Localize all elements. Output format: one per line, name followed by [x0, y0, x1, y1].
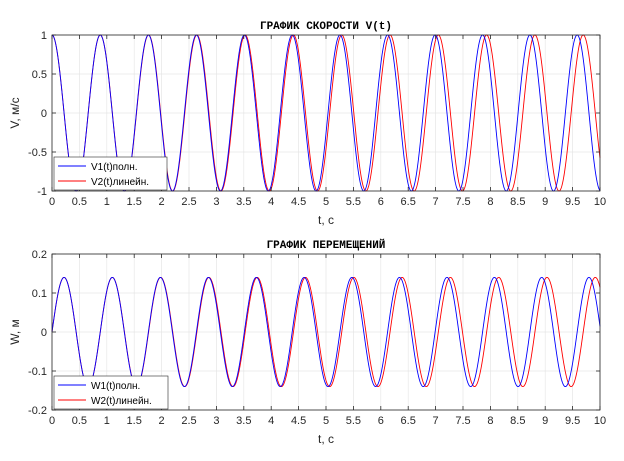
- displacement-y-axis-label: W, м: [8, 319, 22, 345]
- velocity-x-tick-label: 7: [433, 196, 439, 208]
- displacement-x-tick-label: 5.5: [346, 415, 361, 427]
- displacement-x-tick-label: 10: [594, 415, 606, 427]
- displacement-chart-title: ГРАФИК ПЕРЕМЕЩЕНИЙ: [267, 238, 386, 252]
- velocity-legend-label-2: V2(t)линейн.: [91, 177, 149, 188]
- velocity-x-tick-label: 7.5: [455, 196, 470, 208]
- velocity-y-axis-label: V, м/с: [8, 97, 22, 128]
- velocity-ticks: 0 0.5 1 1.5 2 2.5 3 3.5 4 4.5 5 5.5 6 6.5 7 7.5 8 8.5 9 9.5…: [28, 30, 606, 208]
- velocity-x-tick-label: 3: [213, 196, 219, 208]
- velocity-legend: V1(t)полн. V2(t)линейн.: [53, 156, 168, 191]
- velocity-x-tick-label: 4.5: [291, 196, 306, 208]
- velocity-x-tick-label: 3.5: [236, 196, 251, 208]
- velocity-chart-title: ГРАФИК СКОРОСТИ V(t): [260, 21, 392, 33]
- displacement-y-tick-label: 0: [41, 327, 47, 339]
- displacement-ticks: 0 0.5 1 1.5 2 2.5 3 3.5 4 4.5 5 5.5 6 6.5 7 7.5 8 8.5 9 9.5…: [28, 249, 606, 427]
- velocity-y-tick-label: 1: [41, 30, 47, 42]
- velocity-series-line-1: [51, 34, 601, 192]
- displacement-series-line-1: [51, 276, 601, 388]
- displacement-x-tick-label: 6.5: [401, 415, 416, 427]
- displacement-x-tick-label: 3.5: [236, 415, 251, 427]
- displacement-legend-box: [53, 375, 169, 410]
- displacement-x-tick-label: 0.5: [72, 415, 87, 427]
- displacement-x-tick-label: 9.5: [565, 415, 580, 427]
- velocity-subplot: 0 0.5 1 1.5 2 2.5 3 3.5 4 4.5 5 5.5 6 6.5 7 7.5 8 8.5 9 9.5…: [8, 21, 606, 227]
- displacement-x-tick-label: 4: [268, 415, 274, 427]
- velocity-y-tick-label: 0.5: [32, 69, 47, 81]
- displacement-legend-label-1: W1(t)полн.: [91, 381, 140, 392]
- displacement-x-tick-label: 8: [487, 415, 493, 427]
- displacement-subplot: 0 0.5 1 1.5 2 2.5 3 3.5 4 4.5 5 5.5 6 6.5 7 7.5 8 8.5 9 9.5…: [8, 238, 606, 446]
- displacement-x-tick-label: 0: [49, 415, 55, 427]
- velocity-x-tick-label: 1.5: [127, 196, 142, 208]
- velocity-x-tick-label: 6.5: [401, 196, 416, 208]
- displacement-x-tick-label: 4.5: [291, 415, 306, 427]
- displacement-y-tick-label: -0.1: [28, 366, 47, 378]
- displacement-x-tick-label: 2.5: [181, 415, 196, 427]
- displacement-y-tick-label: 0.2: [32, 249, 47, 261]
- displacement-x-tick-label: 7: [433, 415, 439, 427]
- velocity-x-axis-label: t, c: [318, 213, 334, 227]
- displacement-legend: W1(t)полн. W2(t)линейн.: [53, 375, 169, 410]
- velocity-lines: [51, 34, 601, 192]
- velocity-x-tick-label: 2: [159, 196, 165, 208]
- displacement-x-tick-label: 7.5: [455, 415, 470, 427]
- velocity-x-tick-label: 0: [49, 196, 55, 208]
- velocity-x-tick-label: 9: [542, 196, 548, 208]
- displacement-x-tick-label: 3: [213, 415, 219, 427]
- displacement-x-tick-label: 9: [542, 415, 548, 427]
- displacement-y-tick-label: -0.2: [28, 405, 47, 417]
- displacement-y-tick-label: 0.1: [32, 288, 47, 300]
- velocity-x-tick-label: 4: [268, 196, 274, 208]
- displacement-x-tick-label: 1.5: [127, 415, 142, 427]
- velocity-x-tick-label: 1: [104, 196, 110, 208]
- velocity-x-tick-label: 6: [378, 196, 384, 208]
- displacement-x-tick-label: 6: [378, 415, 384, 427]
- velocity-x-tick-label: 8.5: [510, 196, 525, 208]
- displacement-x-axis-label: t, c: [318, 432, 334, 446]
- displacement-x-tick-label: 1: [104, 415, 110, 427]
- velocity-x-tick-label: 0.5: [72, 196, 87, 208]
- velocity-x-tick-label: 2.5: [181, 196, 196, 208]
- velocity-x-tick-label: 10: [594, 196, 606, 208]
- velocity-x-tick-label: 5: [323, 196, 329, 208]
- velocity-y-tick-label: -0.5: [28, 147, 47, 159]
- velocity-y-tick-label: -1: [37, 186, 47, 198]
- displacement-x-tick-label: 2: [159, 415, 165, 427]
- velocity-legend-box: [53, 156, 168, 191]
- displacement-legend-label-2: W2(t)линейн.: [91, 396, 152, 407]
- displacement-x-tick-label: 8.5: [510, 415, 525, 427]
- velocity-x-tick-label: 5.5: [346, 196, 361, 208]
- velocity-x-tick-label: 8: [487, 196, 493, 208]
- velocity-legend-label-1: V1(t)полн.: [91, 162, 138, 173]
- displacement-x-tick-label: 5: [323, 415, 329, 427]
- displacement-lines: [51, 276, 601, 388]
- velocity-y-tick-label: 0: [41, 108, 47, 120]
- velocity-x-tick-label: 9.5: [565, 196, 580, 208]
